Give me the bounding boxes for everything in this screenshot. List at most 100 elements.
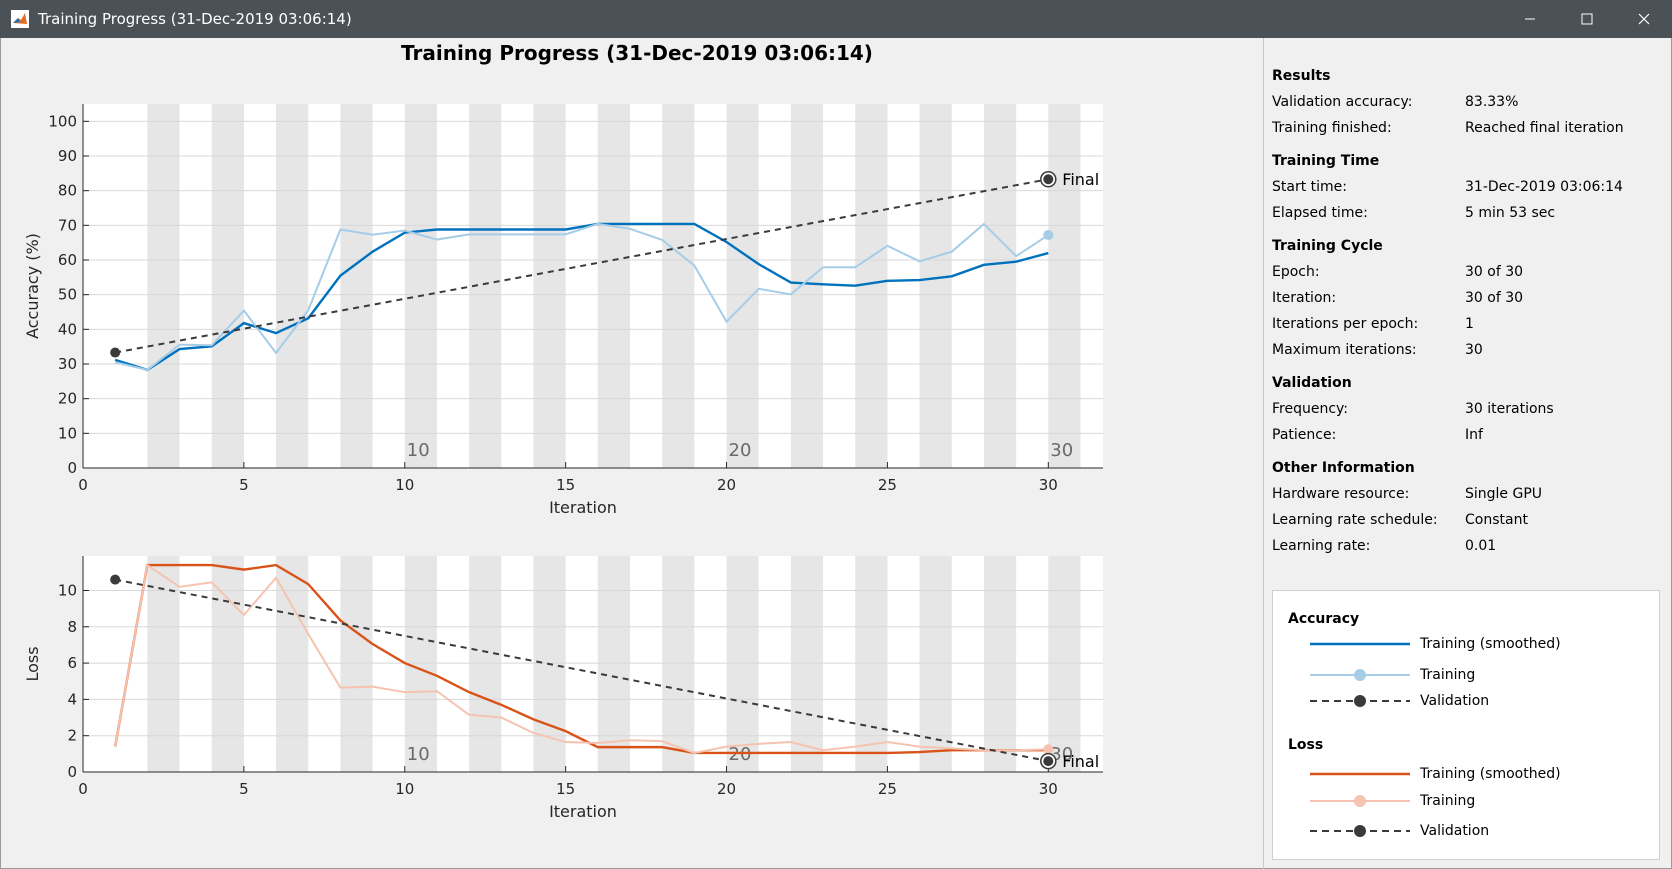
legend-label: Validation bbox=[1420, 693, 1490, 709]
epoch-band bbox=[1048, 556, 1081, 772]
info-value: Reached final iteration bbox=[1465, 120, 1624, 136]
legend-loss-title: Loss bbox=[1288, 737, 1324, 753]
info-row: Patience: Inf bbox=[1272, 422, 1662, 448]
epoch-band bbox=[919, 104, 952, 468]
y-tick-label: 2 bbox=[67, 727, 77, 745]
info-row: Epoch: 30 of 30 bbox=[1272, 259, 1662, 285]
info-section-title: Validation bbox=[1272, 375, 1352, 391]
epoch-band bbox=[404, 104, 437, 468]
epoch-band bbox=[855, 556, 888, 772]
epoch-label: 10 bbox=[407, 440, 430, 461]
window-controls bbox=[1501, 0, 1672, 38]
plot-panel: Training Progress (31-Dec-2019 03:06:14)… bbox=[0, 38, 1262, 869]
epoch-label: 30 bbox=[1050, 440, 1073, 461]
x-tick-label: 25 bbox=[878, 780, 897, 798]
info-row: Validation accuracy: 83.33% bbox=[1272, 89, 1662, 115]
info-row: Iterations per epoch: 1 bbox=[1272, 311, 1662, 337]
epoch-band bbox=[983, 556, 1017, 772]
y-tick-label: 80 bbox=[58, 182, 77, 200]
legend-accuracy-training: Training bbox=[1310, 664, 1650, 686]
maximize-button[interactable] bbox=[1558, 0, 1615, 38]
epoch-label: 20 bbox=[729, 744, 752, 765]
epoch-band bbox=[597, 104, 631, 468]
series-last-point bbox=[1043, 230, 1054, 241]
x-tick-label: 20 bbox=[717, 780, 736, 798]
legend-loss-validation: Validation bbox=[1310, 820, 1650, 842]
epoch-band bbox=[276, 104, 309, 468]
y-tick-label: 40 bbox=[58, 320, 77, 338]
info-row: Start time: 31-Dec-2019 03:06:14 bbox=[1272, 174, 1662, 200]
y-tick-label: 8 bbox=[67, 618, 77, 636]
x-tick-label: 5 bbox=[239, 780, 249, 798]
y-axis-label: Loss bbox=[23, 646, 42, 681]
legend-label: Training (smoothed) bbox=[1420, 636, 1561, 652]
info-key: Learning rate schedule: bbox=[1272, 512, 1438, 528]
plot-title: Training Progress (31-Dec-2019 03:06:14) bbox=[401, 41, 873, 65]
x-tick-label: 25 bbox=[878, 476, 897, 494]
legend-loss-smoothed: Training (smoothed) bbox=[1310, 763, 1650, 785]
series-line-validation bbox=[114, 578, 1049, 763]
info-section-title: Training Time bbox=[1272, 153, 1380, 169]
y-tick-label: 0 bbox=[67, 459, 77, 477]
info-value: 83.33% bbox=[1465, 94, 1519, 110]
validation-point bbox=[110, 574, 121, 585]
legend-accuracy-title: Accuracy bbox=[1288, 611, 1360, 627]
info-row: Frequency: 30 iterations bbox=[1272, 396, 1662, 422]
epoch-band bbox=[597, 556, 631, 772]
legend-dashed-marker-icon bbox=[1310, 695, 1410, 707]
info-key: Validation accuracy: bbox=[1272, 94, 1413, 110]
info-value: Inf bbox=[1465, 427, 1483, 443]
x-axis-label: Iteration bbox=[549, 498, 617, 517]
epoch-band bbox=[662, 556, 695, 772]
info-row: Training finished: Reached final iteratio… bbox=[1272, 115, 1662, 141]
series-last-point bbox=[1043, 744, 1054, 755]
training-info[interactable]: Results Validation accuracy: 83.33% Trainin… bbox=[1272, 68, 1662, 616]
legend-line-icon bbox=[1310, 642, 1410, 646]
info-key: Training finished: bbox=[1272, 120, 1392, 136]
series-line-training-smoothed bbox=[114, 222, 1049, 372]
y-tick-label: 20 bbox=[58, 390, 77, 408]
info-value: 5 min 53 sec bbox=[1465, 205, 1556, 221]
close-button[interactable] bbox=[1615, 0, 1672, 38]
series-line-training bbox=[114, 222, 1049, 371]
info-section-title: Training Cycle bbox=[1272, 238, 1383, 254]
minimize-button[interactable] bbox=[1501, 0, 1558, 38]
epoch-band bbox=[469, 556, 502, 772]
epoch-band bbox=[919, 556, 952, 772]
x-tick-label: 10 bbox=[395, 476, 414, 494]
epoch-band bbox=[340, 104, 373, 468]
y-tick-label: 90 bbox=[58, 147, 77, 165]
final-label: Final bbox=[1062, 752, 1099, 771]
x-tick-label: 20 bbox=[717, 476, 736, 494]
epoch-band bbox=[147, 104, 180, 468]
info-value: 1 bbox=[1465, 316, 1474, 332]
series-line-validation bbox=[114, 178, 1049, 354]
y-tick-label: 0 bbox=[67, 763, 77, 781]
info-key: Elapsed time: bbox=[1272, 205, 1368, 221]
y-tick-label: 10 bbox=[58, 581, 77, 599]
series-line-training bbox=[114, 563, 1049, 754]
legend-label: Training bbox=[1420, 667, 1476, 683]
x-tick-label: 15 bbox=[556, 780, 575, 798]
epoch-band bbox=[726, 556, 759, 772]
x-tick-label: 30 bbox=[1039, 780, 1058, 798]
x-axis-label: Iteration bbox=[549, 802, 617, 821]
epoch-band bbox=[790, 104, 824, 468]
info-key: Learning rate: bbox=[1272, 538, 1371, 554]
info-key: Maximum iterations: bbox=[1272, 342, 1417, 358]
info-section-title: Results bbox=[1272, 68, 1331, 84]
title-bar[interactable]: Training Progress (31-Dec-2019 03:06:14) bbox=[0, 0, 1672, 38]
y-tick-label: 30 bbox=[58, 355, 77, 373]
accuracy-chart: 0 5 10 15 20 25 30 0 10 20 30 40 50 60 70 80 90 100 Iterat… bbox=[23, 104, 1103, 517]
epoch-band bbox=[211, 104, 244, 468]
epoch-band bbox=[1048, 104, 1081, 468]
validation-point bbox=[110, 347, 121, 358]
epoch-band bbox=[533, 104, 566, 468]
info-row: Learning rate schedule: Constant bbox=[1272, 507, 1662, 533]
series-line-training-smoothed bbox=[113, 563, 1049, 755]
epoch-band bbox=[790, 556, 824, 772]
training-progress-plots: Training Progress (31-Dec-2019 03:06:14)… bbox=[23, 41, 1103, 821]
legend-loss-training: Training bbox=[1310, 790, 1650, 812]
legend-label: Validation bbox=[1420, 823, 1490, 839]
